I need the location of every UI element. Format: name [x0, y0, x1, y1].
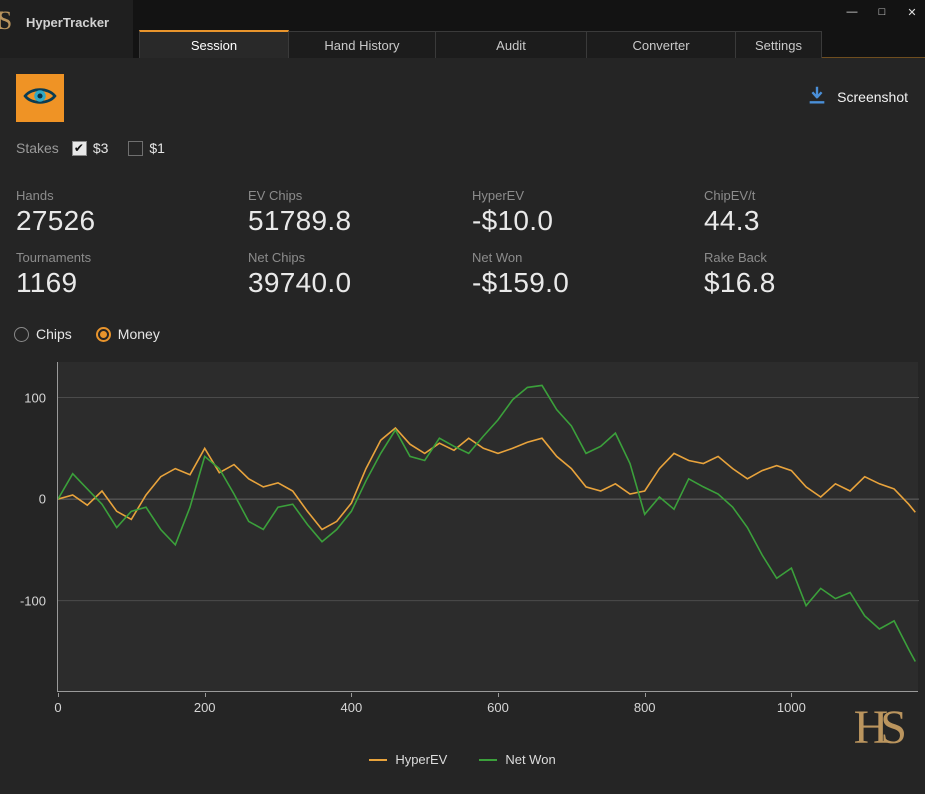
stat-tournaments: Tournaments 1169 — [16, 250, 248, 299]
radio-option-money[interactable]: Money — [95, 326, 160, 342]
stat-net-chips-value: 39740.0 — [248, 267, 352, 298]
radio-chips-label: Chips — [36, 326, 72, 342]
checkbox-3-checked[interactable] — [71, 140, 87, 156]
stat-hands-label: Hands — [16, 188, 54, 203]
stat-rake-back-value: $16.8 — [704, 267, 776, 298]
x-tick-mark — [204, 693, 206, 697]
stake-option-1[interactable]: $1 — [128, 140, 165, 156]
stat-hyperev-value: -$10.0 — [472, 205, 554, 236]
screenshot-label: Screenshot — [837, 88, 908, 105]
stat-net-chips: Net Chips 39740.0 — [248, 250, 472, 299]
stake-3-label: $3 — [92, 140, 109, 156]
app-title: HyperTracker — [26, 15, 110, 30]
stat-hyperev: HyperEV -$10.0 — [472, 188, 704, 237]
x-tick-mark — [351, 693, 353, 697]
x-tick-label: 0 — [54, 700, 62, 715]
stake-option-3[interactable]: $3 — [71, 140, 109, 156]
radio-money-label: Money — [117, 326, 160, 342]
chart-canvas — [58, 384, 919, 662]
x-tick-label: 800 — [633, 700, 656, 715]
stat-chipev-value: 44.3 — [704, 205, 760, 236]
y-tick-label: -100 — [19, 593, 46, 609]
view-toggle: Chips Money — [14, 326, 160, 342]
stat-hands: Hands 27526 — [16, 188, 248, 237]
screenshot-button[interactable]: Screenshot — [806, 84, 908, 109]
tab-strip: Session Hand History Audit Converter Set… — [139, 30, 822, 58]
maximize-icon[interactable]: □ — [878, 6, 886, 18]
stat-net-won-value: -$159.0 — [472, 267, 570, 298]
y-tick-label: 0 — [38, 491, 46, 507]
tab-hand-history-label: Hand History — [324, 37, 400, 53]
tab-session-label: Session — [190, 37, 238, 53]
radio-option-chips[interactable]: Chips — [14, 326, 72, 342]
tab-settings[interactable]: Settings — [735, 31, 822, 58]
tab-hand-history[interactable]: Hand History — [288, 31, 436, 58]
radio-chips[interactable] — [14, 326, 29, 342]
stake-1-label: $1 — [149, 140, 165, 156]
chart-legend: HyperEV Net Won — [0, 752, 925, 767]
eye-icon — [23, 83, 57, 114]
stakes-filter: Stakes $3 $1 — [16, 140, 185, 156]
x-tick-label: 1000 — [776, 700, 806, 715]
stat-tournaments-label: Tournaments — [16, 250, 92, 265]
stat-hands-value: 27526 — [16, 205, 96, 236]
series-hyperev — [58, 426, 916, 531]
x-tick-mark — [791, 693, 793, 697]
stat-tournaments-value: 1169 — [16, 267, 78, 298]
tab-audit-label: Audit — [496, 37, 526, 53]
series-net-won — [58, 384, 917, 662]
y-tick-label: 100 — [24, 390, 46, 405]
legend-hyperev-swatch — [369, 758, 388, 761]
hs-logo: HS — [853, 701, 907, 754]
close-icon[interactable]: ✕ — [907, 7, 917, 19]
results-chart: 100 0 -100 0 200 400 600 800 1000 HyperEV Net W… — [0, 358, 925, 794]
stat-rake-back: Rake Back $16.8 — [704, 250, 909, 299]
eye-button[interactable] — [16, 74, 64, 122]
tab-converter[interactable]: Converter — [586, 31, 736, 58]
x-tick-label: 200 — [193, 700, 216, 715]
stat-ev-chips-label: EV Chips — [248, 188, 303, 203]
stat-net-chips-label: Net Chips — [248, 250, 306, 265]
legend-net-won: Net Won — [479, 752, 556, 767]
x-tick-mark — [498, 693, 499, 697]
x-tick-label: 600 — [487, 700, 509, 715]
x-tick-mark — [644, 693, 646, 697]
tab-settings-label: Settings — [755, 37, 802, 53]
stat-hyperev-label: HyperEV — [472, 188, 525, 203]
tab-session[interactable]: Session — [139, 30, 289, 58]
window-controls: — □ ✕ — [845, 6, 919, 19]
stats-grid: Hands 27526 EV Chips 51789.8 HyperEV -$1… — [16, 188, 909, 299]
stat-ev-chips-value: 51789.8 — [248, 205, 352, 236]
legend-net-won-swatch — [479, 758, 498, 761]
app-logo-icon: HS — [0, 6, 17, 36]
legend-net-won-label: Net Won — [505, 752, 556, 767]
tab-audit[interactable]: Audit — [435, 31, 587, 58]
stat-ev-chips: EV Chips 51789.8 — [248, 188, 472, 237]
y-axis: 100 0 -100 — [0, 362, 52, 692]
tab-converter-label: Converter — [632, 37, 690, 53]
checkbox-1-unchecked[interactable] — [128, 140, 144, 156]
download-icon — [806, 84, 828, 109]
stat-net-won: Net Won -$159.0 — [472, 250, 704, 299]
stat-net-won-label: Net Won — [472, 250, 523, 265]
stat-chipev-label: ChipEV/t — [704, 188, 756, 203]
x-tick-label: 400 — [340, 700, 363, 715]
stat-rake-back-label: Rake Back — [704, 250, 767, 265]
stat-chipev: ChipEV/t 44.3 — [704, 188, 909, 237]
title-bar-left: HS HyperTracker — [0, 0, 133, 58]
minimize-icon[interactable]: — — [846, 6, 858, 18]
stakes-label: Stakes — [16, 140, 59, 156]
legend-hyperev: HyperEV — [369, 752, 447, 767]
legend-hyperev-label: HyperEV — [395, 752, 448, 767]
x-tick-mark — [58, 693, 59, 697]
x-axis: 0 200 400 600 800 1000 — [54, 693, 919, 717]
plot-area — [57, 362, 919, 692]
title-bar: HS HyperTracker Session Hand History Aud… — [0, 0, 925, 58]
radio-money[interactable] — [95, 326, 111, 342]
